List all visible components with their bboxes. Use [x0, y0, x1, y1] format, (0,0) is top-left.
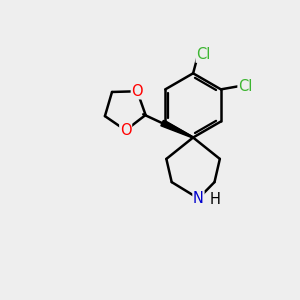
Polygon shape [161, 120, 193, 138]
Text: Cl: Cl [196, 47, 211, 62]
Text: H: H [210, 191, 220, 206]
Text: N: N [193, 191, 204, 206]
Text: O: O [131, 84, 143, 99]
Text: Cl: Cl [238, 79, 253, 94]
Text: O: O [120, 123, 131, 138]
